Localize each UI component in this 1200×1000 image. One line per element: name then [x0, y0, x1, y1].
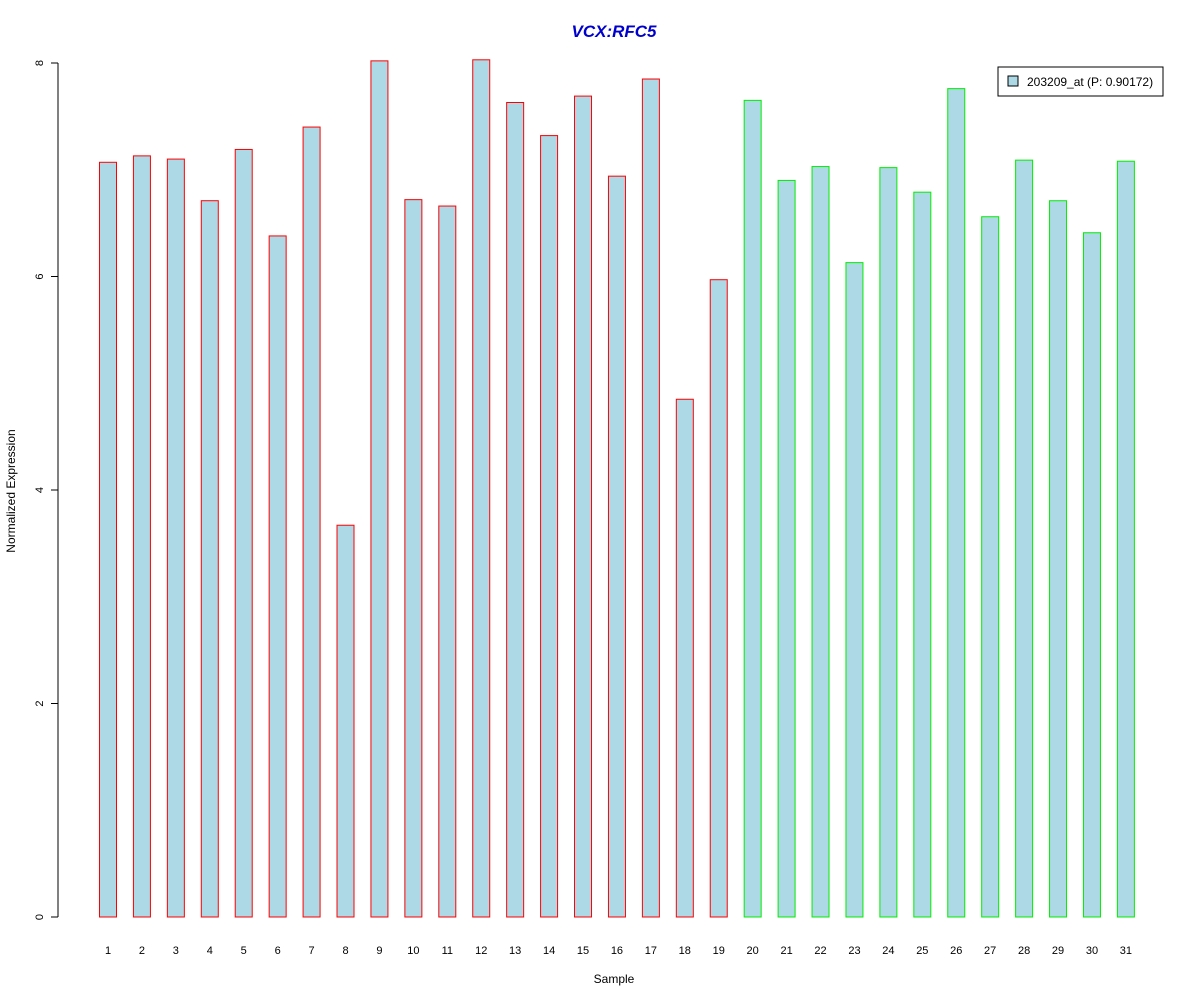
bar-sample-11 [438, 205, 457, 918]
bar-sample-15 [574, 95, 593, 918]
x-tick-label: 31 [1120, 945, 1132, 957]
bar-sample-2 [132, 155, 151, 918]
bar-sample-14 [540, 135, 559, 918]
bar-sample-16 [607, 175, 626, 918]
bar-sample-5 [234, 148, 253, 918]
bar-sample-18 [675, 398, 694, 918]
x-tick-label: 17 [645, 945, 657, 957]
y-axis-label: Normalized Expression [4, 429, 18, 552]
y-tick-label: 8 [34, 60, 46, 66]
bar-sample-17 [641, 78, 660, 918]
bar-sample-31 [1116, 160, 1135, 918]
bars-group [99, 59, 1135, 918]
bar-sample-10 [404, 199, 423, 918]
bar-sample-25 [913, 191, 932, 918]
bar-sample-26 [947, 88, 966, 918]
x-tick-label: 27 [984, 945, 996, 957]
x-tick-label: 7 [309, 945, 315, 957]
bar-sample-9 [370, 60, 389, 918]
x-tick-label: 24 [882, 945, 894, 957]
bar-sample-3 [166, 158, 185, 918]
x-tick-label: 5 [241, 945, 247, 957]
x-tick-label: 16 [611, 945, 623, 957]
x-tick-label: 14 [543, 945, 555, 957]
x-tick-label: 9 [376, 945, 382, 957]
bar-sample-29 [1049, 200, 1068, 918]
x-tick-label: 21 [780, 945, 792, 957]
x-tick-label: 30 [1086, 945, 1098, 957]
x-tick-label: 4 [207, 945, 213, 957]
x-tick-labels: 1 2 3 4 5 6 7 8 9 10 11 12 13 14 15 16 17 18 19 20 21 22 23 24 2… [105, 945, 1132, 957]
bar-sample-4 [200, 200, 219, 918]
bar-sample-21 [777, 179, 796, 918]
legend-swatch [1007, 75, 1019, 87]
x-tick-label: 22 [814, 945, 826, 957]
x-tick-label: 19 [713, 945, 725, 957]
y-tick-label: 2 [34, 700, 46, 706]
x-tick-label: 3 [173, 945, 179, 957]
x-tick-label: 23 [848, 945, 860, 957]
x-tick-label: 15 [577, 945, 589, 957]
x-axis-label: Sample [594, 972, 635, 986]
x-tick-label: 20 [747, 945, 759, 957]
x-tick-label: 12 [475, 945, 487, 957]
bar-sample-12 [472, 59, 491, 918]
bar-sample-1 [99, 161, 117, 918]
legend-label: 203209_at (P: 0.90172) [1027, 75, 1153, 89]
y-tick-label: 6 [34, 273, 46, 279]
x-tick-label: 2 [139, 945, 145, 957]
x-tick-label: 6 [275, 945, 281, 957]
y-tick-label: 0 [34, 914, 46, 920]
x-tick-label: 26 [950, 945, 962, 957]
bar-sample-24 [879, 167, 898, 918]
bar-sample-13 [506, 101, 525, 918]
legend: 203209_at (P: 0.90172) [997, 66, 1164, 97]
legend-box [997, 66, 1164, 97]
bar-sample-28 [1015, 159, 1034, 918]
x-tick-label: 1 [105, 945, 111, 957]
x-tick-label: 11 [442, 945, 453, 957]
bar-sample-7 [302, 126, 321, 918]
x-tick-label: 28 [1018, 945, 1030, 957]
x-tick-label: 18 [679, 945, 691, 957]
y-axis: 0 2 4 6 8 [34, 60, 59, 920]
x-tick-label: 25 [916, 945, 928, 957]
bar-sample-30 [1082, 232, 1101, 918]
x-tick-label: 29 [1052, 945, 1064, 957]
x-tick-label: 8 [342, 945, 348, 957]
chart-title: VCX:RFC5 [571, 22, 657, 41]
bar-sample-27 [981, 216, 1000, 918]
bar-sample-6 [268, 235, 287, 918]
bar-sample-20 [743, 99, 762, 918]
bar-sample-8 [336, 524, 355, 918]
bar-sample-23 [845, 262, 864, 918]
y-tick-label: 4 [34, 487, 46, 493]
bar-sample-19 [709, 279, 728, 918]
x-tick-label: 13 [509, 945, 521, 957]
x-tick-label: 10 [407, 945, 419, 957]
bar-sample-22 [811, 166, 830, 918]
